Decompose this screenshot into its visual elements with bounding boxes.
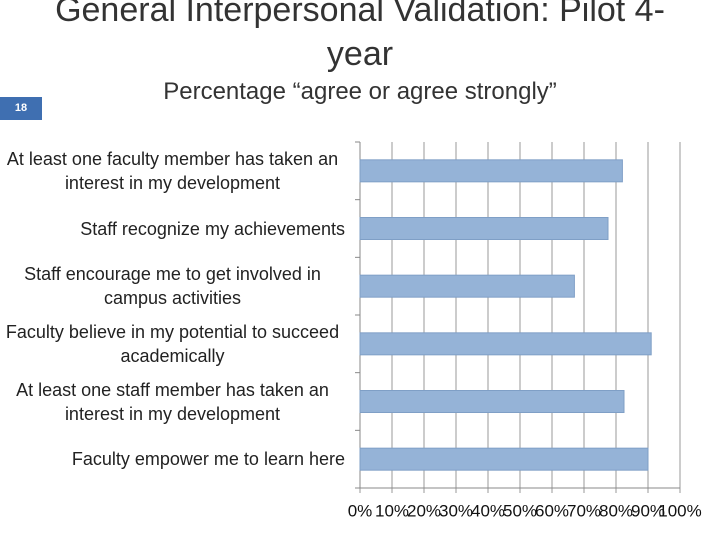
x-tick-label: 80% (599, 501, 633, 520)
y-tick-label: Staff encourage me to get involved in ca… (24, 264, 321, 309)
bar (359, 447, 649, 471)
y-tick-label: At least one faculty member has taken an… (6, 148, 339, 193)
x-tick-label: 90% (631, 501, 665, 520)
bar (359, 217, 609, 240)
chart-title: General Interpersonal Validation: Pilot … (55, 0, 665, 73)
x-tick-label: 0% (348, 501, 373, 520)
y-tick-label: Staff recognize my achievements (80, 218, 345, 239)
x-tick-label: 40% (471, 501, 505, 520)
x-tick-label: 10% (375, 501, 409, 520)
x-tick-label: 60% (535, 501, 569, 520)
slide-number: 18 (0, 97, 42, 120)
bar (359, 390, 625, 413)
bar (359, 332, 652, 356)
bar (359, 159, 623, 183)
x-tick-label: 100% (658, 501, 701, 520)
x-tick-label: 50% (503, 501, 537, 520)
y-tick-label: Faculty believe in my potential to succe… (5, 321, 340, 366)
x-tick-label: 20% (407, 501, 441, 520)
x-tick-label: 70% (567, 501, 601, 520)
chart-subtitle: Percentage “agree or agree strongly” (163, 78, 557, 105)
y-tick-label: At least one staff member has taken an i… (16, 379, 329, 424)
x-tick-label: 30% (439, 501, 473, 520)
y-tick-label: Faculty empower me to learn here (71, 449, 345, 470)
bar (359, 274, 575, 298)
